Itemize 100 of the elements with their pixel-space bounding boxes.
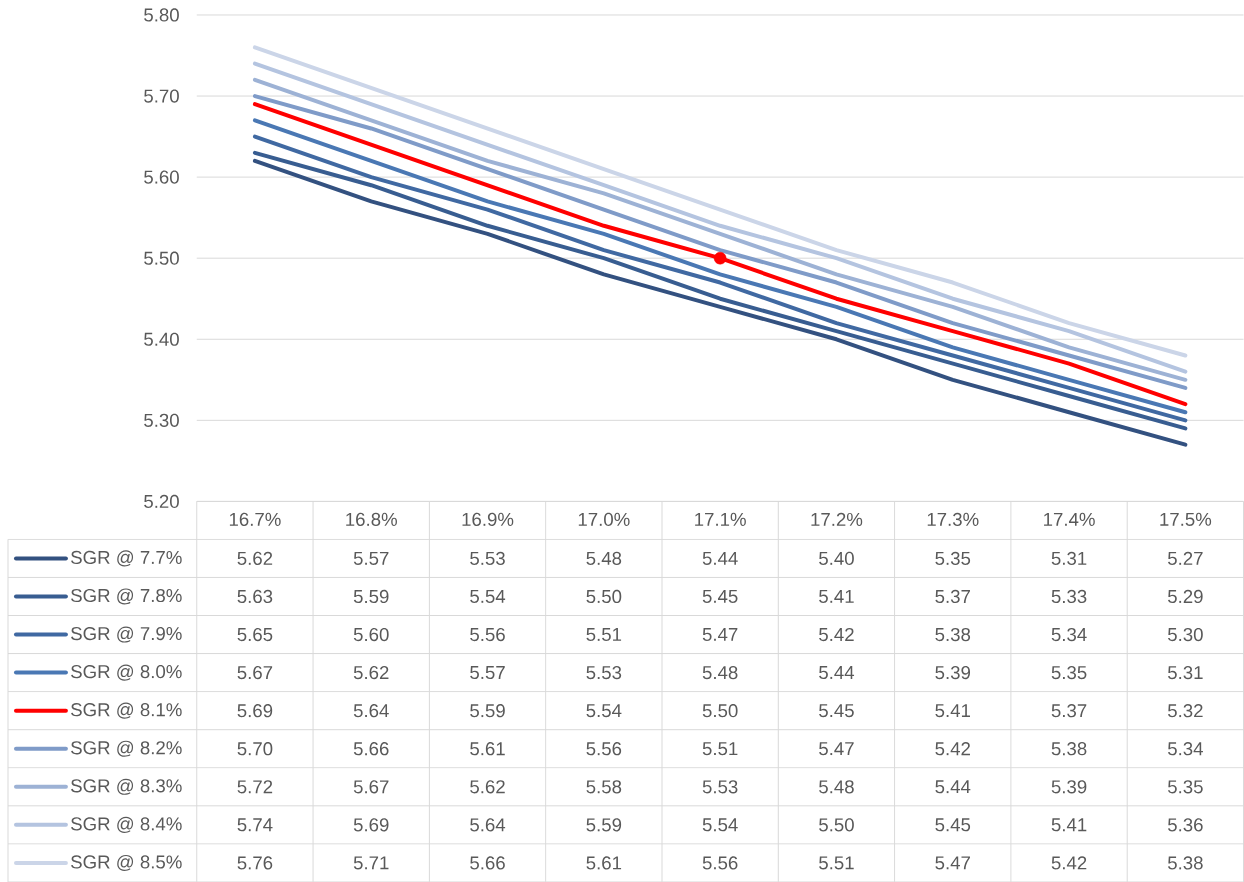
data-label: 5.47 — [819, 742, 854, 756]
legend-label: SGR @ 8.4% — [71, 816, 182, 833]
data-label: 5.39 — [1051, 780, 1087, 794]
data-label: 5.58 — [586, 780, 622, 794]
data-label: 5.27 — [1167, 551, 1203, 566]
data-label: 5.61 — [586, 856, 622, 870]
data-label: 5.30 — [1167, 627, 1203, 642]
legend-label: SGR @ 7.9% — [71, 626, 182, 643]
data-label: 5.42 — [935, 742, 970, 756]
data-label: 5.67 — [353, 780, 389, 794]
data-label: 5.62 — [237, 551, 273, 566]
x-tick-label: 16.7% — [229, 512, 281, 527]
data-label: 5.53 — [586, 665, 622, 680]
legend-label: SGR @ 7.8% — [71, 588, 182, 605]
data-label: 5.34 — [1167, 742, 1203, 756]
x-tick-label: 17.5% — [1160, 512, 1212, 526]
data-label: 5.51 — [586, 628, 622, 642]
data-label: 5.64 — [353, 704, 389, 718]
data-label: 5.54 — [470, 589, 506, 603]
data-label: 5.44 — [702, 551, 738, 565]
y-tick-label: 5.40 — [144, 332, 179, 346]
data-label: 5.35 — [1051, 665, 1087, 680]
data-label: 5.57 — [353, 551, 389, 565]
data-label: 5.59 — [353, 589, 389, 604]
data-label: 5.29 — [1167, 589, 1203, 604]
x-tick-label: 16.8% — [346, 512, 397, 527]
data-label: 5.37 — [935, 589, 970, 604]
data-label: 5.66 — [470, 856, 505, 870]
data-label: 5.57 — [470, 666, 505, 680]
data-label: 5.63 — [237, 589, 273, 604]
data-label: 5.51 — [819, 856, 854, 870]
data-label: 5.60 — [353, 627, 389, 642]
data-label: 5.64 — [470, 818, 506, 832]
data-label: 5.31 — [1051, 551, 1087, 566]
data-label: 5.36 — [1167, 818, 1203, 832]
data-label: 5.67 — [237, 665, 273, 680]
legend-label: SGR @ 8.5% — [71, 854, 182, 871]
data-label: 5.41 — [819, 589, 854, 603]
data-label: 5.34 — [1051, 627, 1087, 642]
data-label: 5.59 — [470, 704, 505, 718]
data-label: 5.54 — [702, 818, 738, 832]
x-tick-label: 17.2% — [811, 512, 863, 526]
data-label: 5.32 — [1167, 704, 1203, 718]
data-label: 5.41 — [1051, 818, 1087, 832]
data-label: 5.69 — [237, 704, 273, 718]
data-label: 5.45 — [935, 818, 971, 832]
data-label: 5.33 — [1051, 589, 1087, 604]
data-label: 5.54 — [586, 704, 622, 718]
data-label: 5.70 — [237, 742, 273, 756]
data-label: 5.35 — [1167, 780, 1203, 794]
x-tick-label: 17.0% — [578, 512, 630, 527]
data-label: 5.51 — [702, 742, 738, 756]
data-label: 5.50 — [586, 589, 622, 604]
data-label: 5.50 — [702, 704, 738, 718]
data-label: 5.41 — [935, 704, 970, 718]
data-label: 5.48 — [819, 780, 854, 794]
x-tick-label: 17.4% — [1044, 512, 1095, 526]
data-label: 5.48 — [702, 665, 738, 680]
data-label: 5.37 — [1051, 704, 1087, 718]
data-label: 5.53 — [470, 551, 505, 566]
x-tick-label: 17.1% — [695, 512, 746, 526]
legend-label: SGR @ 8.3% — [71, 778, 182, 795]
data-label: 5.53 — [702, 780, 738, 794]
legend-label: SGR @ 8.2% — [71, 740, 182, 757]
data-label: 5.65 — [237, 627, 273, 642]
data-label: 5.45 — [702, 589, 738, 603]
data-label: 5.47 — [702, 628, 738, 642]
x-tick-label: 16.9% — [462, 512, 514, 527]
data-label: 5.71 — [353, 856, 389, 870]
legend-label: SGR @ 8.0% — [71, 664, 182, 681]
legend-label: SGR @ 7.7% — [71, 550, 182, 567]
y-tick-label: 5.70 — [144, 89, 179, 103]
legend-label: SGR @ 8.1% — [71, 702, 182, 719]
data-label: 5.74 — [237, 818, 273, 832]
data-label: 5.56 — [586, 742, 622, 756]
data-label: 5.42 — [819, 627, 854, 642]
data-label: 5.35 — [935, 551, 971, 566]
data-label: 5.38 — [1167, 856, 1203, 870]
data-label: 5.38 — [1051, 742, 1087, 756]
data-label: 5.59 — [586, 818, 622, 832]
y-tick-label: 5.80 — [144, 8, 179, 22]
data-label: 5.44 — [935, 780, 971, 794]
data-label: 5.66 — [353, 742, 389, 756]
data-label: 5.62 — [470, 780, 505, 794]
data-label: 5.69 — [353, 818, 389, 832]
data-label: 5.62 — [353, 665, 389, 680]
data-label: 5.76 — [237, 856, 273, 870]
data-label: 5.40 — [819, 551, 854, 566]
data-label: 5.72 — [237, 780, 273, 794]
data-label: 5.44 — [819, 666, 855, 680]
data-label: 5.50 — [819, 818, 854, 832]
data-label: 5.48 — [586, 551, 622, 566]
y-tick-label: 5.30 — [144, 413, 179, 427]
data-label: 5.45 — [819, 704, 854, 718]
y-tick-label: 5.60 — [144, 170, 179, 184]
data-label: 5.47 — [935, 856, 970, 870]
y-tick-label: 5.20 — [144, 494, 179, 509]
data-label: 5.61 — [470, 742, 505, 756]
data-label: 5.31 — [1167, 665, 1203, 680]
data-label: 5.38 — [935, 627, 971, 642]
